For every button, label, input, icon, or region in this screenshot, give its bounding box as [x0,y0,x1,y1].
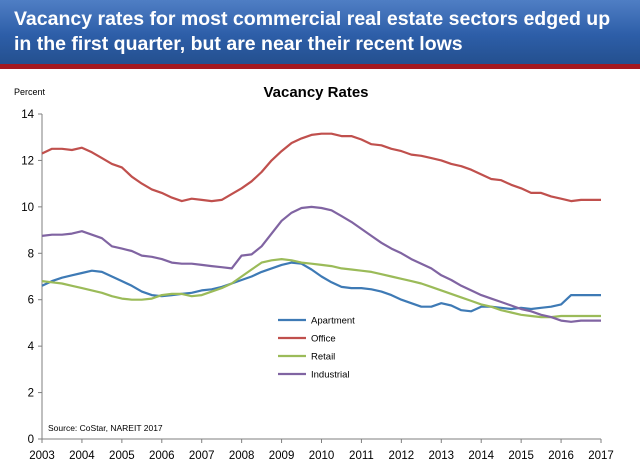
y-tick-label: 2 [28,388,34,400]
x-tick-label: 2003 [29,450,55,462]
vacancy-rates-chart: Vacancy Rates Percent 0 2 4 6 8 10 12 14 2003 200… [14,84,614,462]
headline-title: Vacancy rates for most commercial real e… [14,8,611,55]
x-tick-label: 2007 [189,450,215,462]
chart-legend: Apartment Office Retail Industrial [278,316,355,381]
x-tick-label: 2017 [588,450,614,462]
x-tick-label: 2004 [69,450,95,462]
y-tick-label: 8 [28,248,34,260]
x-tick-label: 2011 [349,450,374,462]
x-tick-label: 2014 [468,450,494,462]
series-line-retail [41,258,601,319]
y-tick-label: 0 [28,434,34,446]
x-tick-label: 2006 [149,450,175,462]
x-tick-label: 2016 [548,450,574,462]
y-tick-label: 6 [28,295,34,307]
legend-label-industrial: Industrial [311,370,350,381]
x-tick-label: 2009 [269,450,295,462]
y-axis-label: Percent [14,87,46,97]
x-tick-label: 2013 [428,450,454,462]
x-tick-label: 2015 [508,450,534,462]
x-tick-label: 2010 [309,450,335,462]
x-tick-label: 2012 [389,450,415,462]
y-tick-label: 14 [21,109,34,121]
series-line-office [41,132,601,203]
series-line-apartment [41,261,601,313]
banner-divider [0,64,640,69]
y-tick-label: 10 [21,202,34,214]
legend-label-retail: Retail [311,352,335,363]
chart-lines [41,132,601,323]
x-tick-label: 2008 [229,450,255,462]
x-tick-label: 2005 [109,450,135,462]
chart-title: Vacancy Rates [263,84,368,101]
headline-banner: Vacancy rates for most commercial real e… [0,0,640,64]
y-tick-label: 12 [21,155,34,167]
series-line-industrial [41,205,601,323]
y-tick-label: 4 [28,341,35,353]
legend-label-office: Office [311,334,336,345]
chart-axes: 0 2 4 6 8 10 12 14 2003 2004 2005 2006 2007 2008 2009 2… [21,109,614,462]
legend-label-apartment: Apartment [311,316,355,327]
chart-source-note: Source: CoStar, NAREIT 2017 [48,423,163,433]
